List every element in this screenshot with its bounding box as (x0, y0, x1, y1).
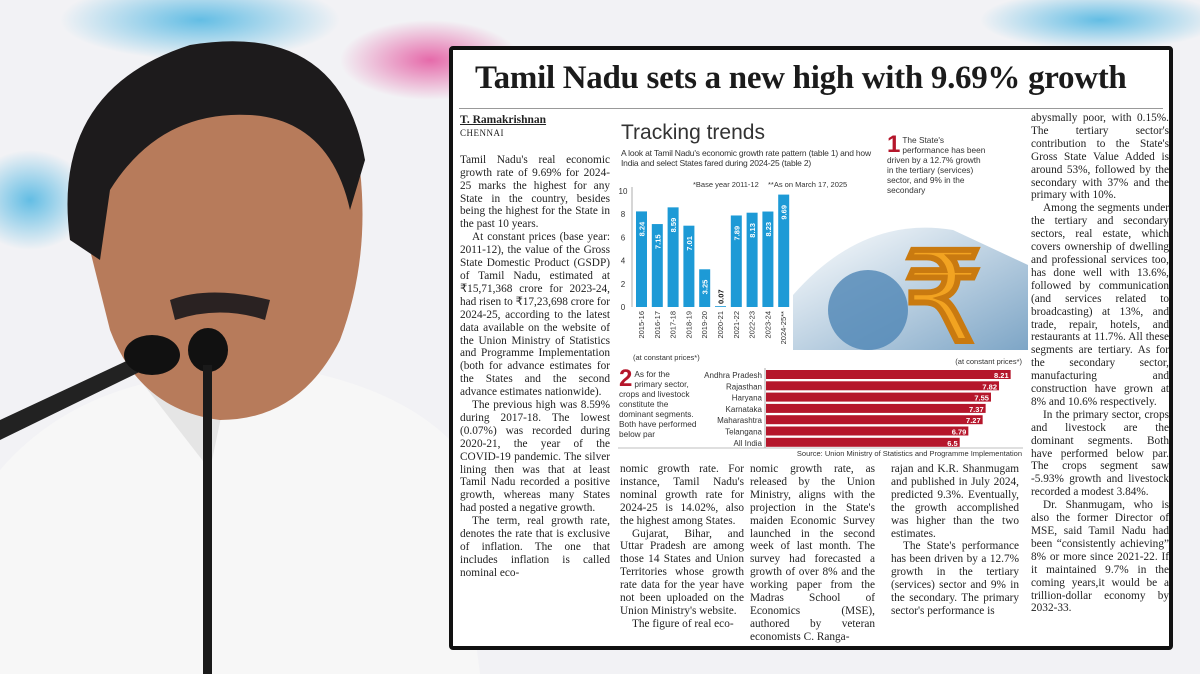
article-column-4: rajan and K.R. Shanmugam and published i… (891, 463, 1019, 646)
article-paragraph: The previous high was 8.59% during 2017-… (460, 399, 610, 515)
callout-text: As for the primary sector, crops and liv… (619, 369, 697, 439)
state-label: Telangana (725, 428, 762, 437)
x-tick-label: 2015-16 (637, 311, 646, 339)
state-label: Karnataka (726, 405, 763, 414)
hbar-unit-label: (at constant prices*) (955, 357, 1022, 366)
bar-value-label: 7.37 (969, 405, 984, 414)
rule-divider (459, 108, 1163, 109)
article-paragraph: In the primary sector, crops and livesto… (1031, 408, 1169, 499)
y-tick-label: 4 (621, 257, 626, 266)
x-tick-label: 2024-25** (779, 311, 788, 344)
source-line: Source: Union Ministry of Statistics and… (796, 449, 1022, 458)
bar-value-label: 8.21 (994, 371, 1009, 380)
bar-value-label: 7.82 (982, 382, 997, 391)
as-on-date-note: **As on March 17, 2025 (768, 180, 848, 189)
state-growth-bar (766, 437, 960, 447)
y-tick-label: 0 (621, 303, 626, 312)
bar-value-label: 3.25 (701, 280, 710, 295)
state-growth-bar (766, 392, 991, 402)
infographic-tracking-trends: ₹0 2 4 6 8 10 8.24 2015-16 7.15 2016-17 8.59 2017-1… (613, 115, 1028, 460)
growth-bar (715, 306, 726, 307)
article-paragraph: Among the segments under the tertiary an… (1031, 202, 1169, 408)
article-paragraph: nomic growth rate. For instance, Tamil N… (620, 463, 744, 527)
article-paragraph: Gujarat, Bihar, and Uttar Pradesh are am… (620, 527, 744, 617)
state-growth-bar (766, 370, 1011, 379)
y-tick-label: 10 (619, 187, 628, 196)
bar-value-label: 6.79 (952, 428, 967, 437)
bar-value-label: 8.23 (764, 222, 773, 237)
bar-value-label: 7.89 (732, 226, 741, 241)
infographic-title: Tracking trends (621, 121, 765, 144)
y-tick-label: 6 (621, 233, 626, 242)
growth-bar (699, 269, 711, 307)
state-label: Rajasthan (726, 382, 762, 391)
x-axis-label: (at constant prices*) (633, 353, 700, 362)
growth-bar (730, 215, 742, 307)
article-column-1: T. Ramakrishnan CHENNAI Tamil Nadu's rea… (460, 114, 610, 644)
x-tick-label: 2023-24 (763, 311, 772, 339)
state-growth-bar (766, 426, 969, 436)
bar-value-label: 8.13 (748, 223, 757, 238)
growth-bar (636, 211, 647, 307)
article-column-5: abysmally poor, with 0.15%. The tertiary… (1031, 112, 1169, 646)
growth-bar (746, 212, 758, 307)
globe-graphic (828, 270, 908, 350)
rupee-icon: ₹ (903, 229, 983, 368)
article-paragraph: Tamil Nadu's real economic growth rate o… (460, 153, 610, 231)
bar-value-label: 0.07 (717, 289, 726, 304)
article-column-3: nomic growth rate, as released by the Un… (750, 463, 875, 646)
growth-bar (778, 194, 790, 307)
bar-value-label: 6.5 (947, 439, 957, 448)
bar-value-label: 8.24 (638, 221, 647, 236)
state-label: Haryana (732, 394, 763, 403)
state-label: Maharashtra (717, 416, 762, 425)
callout-number: 1 (887, 131, 901, 158)
article-paragraph: rajan and K.R. Shanmugam and published i… (891, 463, 1019, 540)
growth-bar (667, 207, 679, 307)
state-label: All India (734, 439, 763, 448)
article-paragraph: Dr. Shanmugam, who is also the former Di… (1031, 499, 1169, 615)
article-paragraph: At constant prices (base year: 2011-12),… (460, 231, 610, 399)
x-tick-label: 2017-18 (669, 311, 678, 339)
growth-bar (651, 224, 663, 307)
byline: T. Ramakrishnan (460, 114, 547, 126)
y-tick-label: 2 (621, 280, 626, 289)
x-tick-label: 2019-20 (700, 311, 709, 339)
callout-text: The State's performance has been driven … (887, 135, 986, 195)
growth-bar (683, 225, 695, 307)
article-column-2: nomic growth rate. For instance, Tamil N… (620, 463, 744, 646)
chart-canvas: ₹0 2 4 6 8 10 8.24 2015-16 7.15 2016-17 8.59 2017-1… (618, 187, 1028, 449)
callout-1: 1 The State's performance has been driven… (887, 131, 987, 196)
bar-value-label: 7.01 (685, 236, 694, 251)
x-tick-label: 2021-22 (732, 311, 741, 339)
bar-value-label: 9.69 (780, 205, 789, 220)
newspaper-clipping: Tamil Nadu sets a new high with 9.69% gr… (449, 46, 1173, 650)
state-growth-bar (766, 403, 986, 413)
dateline: CHENNAI (460, 127, 504, 138)
growth-bar (762, 211, 774, 307)
article-paragraph: The term, real growth rate, denotes the … (460, 515, 610, 579)
state-growth-bar (766, 415, 983, 425)
article-paragraph: The figure of real eco- (632, 617, 734, 630)
bar-value-label: 7.27 (966, 416, 981, 425)
bar-value-label: 7.55 (974, 394, 989, 403)
state-label: Andhra Pradesh (704, 371, 762, 380)
infographic-subtitle: A look at Tamil Nadu's economic growth r… (621, 148, 871, 168)
bar-value-label: 8.59 (669, 218, 678, 233)
base-year-note: *Base year 2011-12 (693, 180, 759, 189)
x-tick-label: 2020-21 (716, 311, 725, 339)
article-paragraph: The State's performance has been driven … (891, 540, 1019, 617)
bar-value-label: 7.15 (653, 234, 662, 249)
y-tick-label: 8 (621, 210, 626, 219)
callout-number: 2 (619, 365, 633, 392)
x-tick-label: 2016-17 (653, 311, 662, 339)
x-tick-label: 2018-19 (684, 311, 693, 339)
article-paragraph: abysmally poor, with 0.15%. The tertiary… (1031, 112, 1169, 202)
state-growth-bar (766, 381, 1000, 391)
article-paragraph: nomic growth rate, as released by the Un… (750, 463, 875, 643)
callout-2: 2 As for the primary sector, crops and li… (619, 365, 699, 440)
headline: Tamil Nadu sets a new high with 9.69% gr… (475, 60, 1127, 96)
x-tick-label: 2022-23 (748, 311, 757, 339)
